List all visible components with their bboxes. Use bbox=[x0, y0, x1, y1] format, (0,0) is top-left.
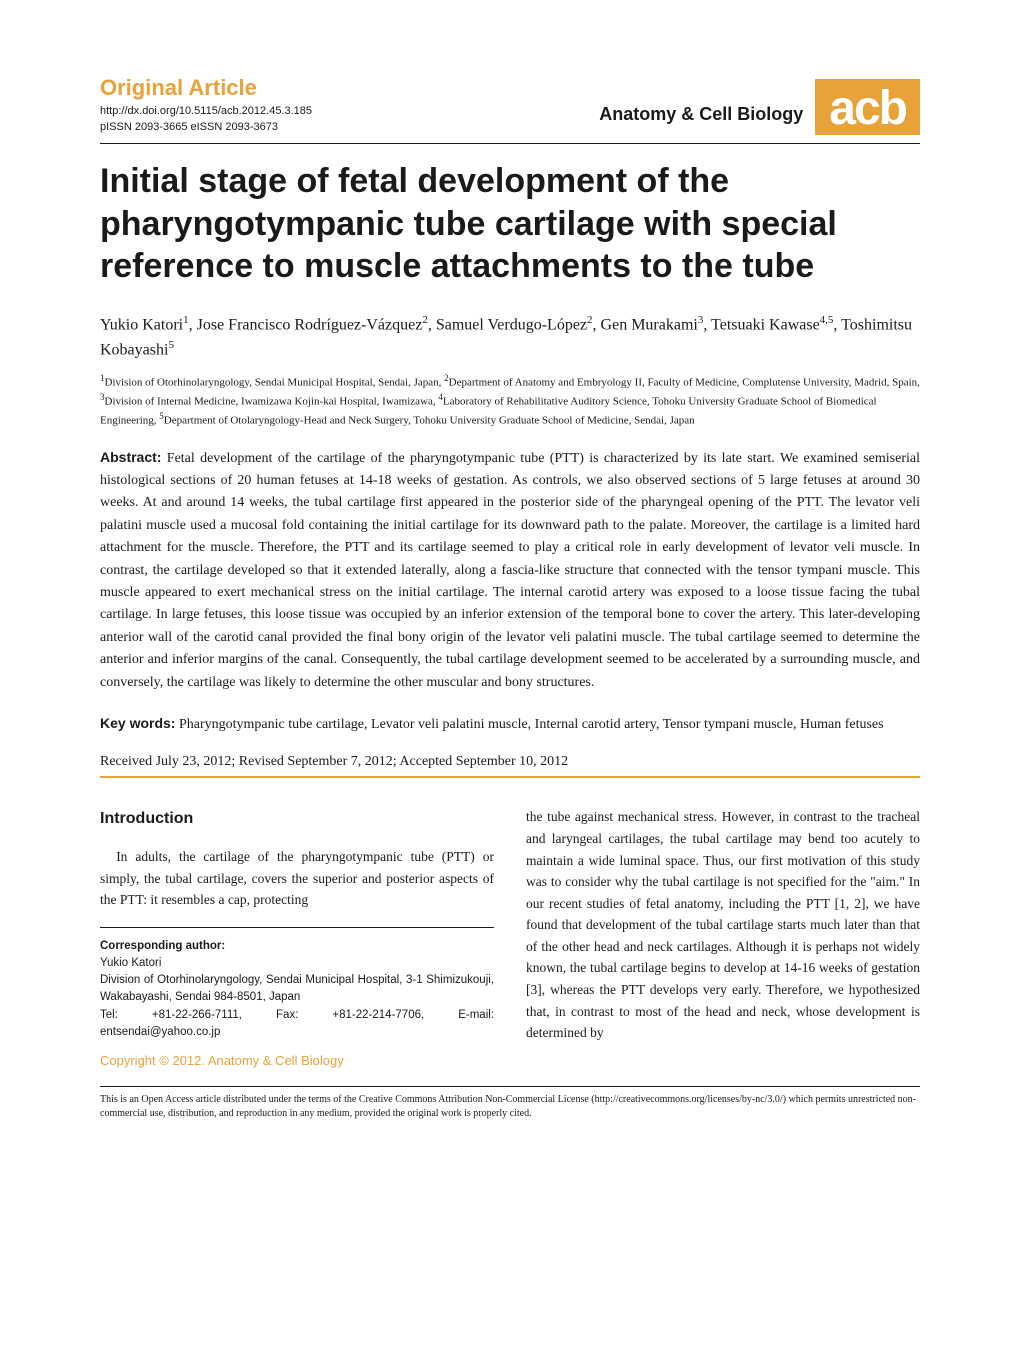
header-divider bbox=[100, 143, 920, 144]
abstract-text: Fetal development of the cartilage of th… bbox=[100, 451, 920, 690]
doi-link[interactable]: http://dx.doi.org/10.5115/acb.2012.45.3.… bbox=[100, 105, 599, 117]
keywords-label: Key words: bbox=[100, 715, 175, 731]
copyright-notice: Copyright © 2012. Anatomy & Cell Biology bbox=[100, 1051, 494, 1072]
journal-name: Anatomy & Cell Biology bbox=[599, 104, 803, 135]
journal-logo-icon: acb bbox=[815, 79, 920, 135]
left-column: Introduction In adults, the cartilage of… bbox=[100, 806, 494, 1072]
corresponding-label: Corresponding author: bbox=[100, 938, 494, 955]
body-columns: Introduction In adults, the cartilage of… bbox=[100, 806, 920, 1072]
section-divider bbox=[100, 776, 920, 778]
affiliations: 1Division of Otorhinolaryngology, Sendai… bbox=[100, 372, 920, 429]
issn-text: pISSN 2093-3665 eISSN 2093-3673 bbox=[100, 121, 278, 133]
corresponding-address: Division of Otorhinolaryngology, Sendai … bbox=[100, 972, 494, 1007]
intro-paragraph-right: the tube against mechanical stress. Howe… bbox=[526, 806, 920, 1044]
header-right: Anatomy & Cell Biology acb bbox=[599, 79, 920, 135]
header-left: Original Article http://dx.doi.org/10.51… bbox=[100, 75, 599, 135]
keywords-block: Key words: Pharyngotympanic tube cartila… bbox=[100, 712, 920, 736]
article-type-label: Original Article bbox=[100, 75, 599, 101]
corresponding-divider bbox=[100, 927, 494, 928]
author-list: Yukio Katori1, Jose Francisco Rodríguez-… bbox=[100, 312, 920, 363]
keywords-text: Pharyngotympanic tube cartilage, Levator… bbox=[175, 717, 883, 732]
footer-divider bbox=[100, 1086, 920, 1087]
page-header: Original Article http://dx.doi.org/10.51… bbox=[100, 75, 920, 135]
corresponding-name: Yukio Katori bbox=[100, 955, 494, 972]
corresponding-contact: Tel: +81-22-266-7111, Fax: +81-22-214-77… bbox=[100, 1007, 494, 1042]
introduction-heading: Introduction bbox=[100, 806, 494, 832]
paper-title: Initial stage of fetal development of th… bbox=[100, 160, 920, 288]
article-dates: Received July 23, 2012; Revised Septembe… bbox=[100, 754, 920, 770]
right-column: the tube against mechanical stress. Howe… bbox=[526, 806, 920, 1072]
abstract-block: Abstract: Fetal development of the carti… bbox=[100, 446, 920, 694]
intro-paragraph-left: In adults, the cartilage of the pharyngo… bbox=[100, 846, 494, 911]
corresponding-author-block: Corresponding author: Yukio Katori Divis… bbox=[100, 938, 494, 1042]
license-footer: This is an Open Access article distribut… bbox=[100, 1093, 920, 1121]
abstract-label: Abstract: bbox=[100, 449, 161, 465]
